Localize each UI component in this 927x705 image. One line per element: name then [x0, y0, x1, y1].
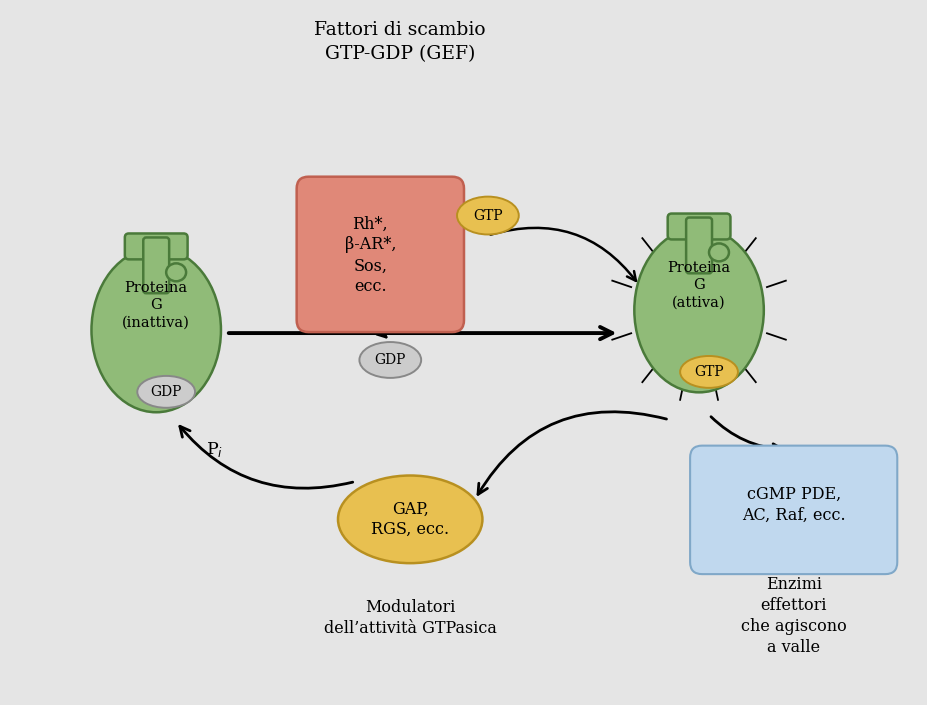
FancyBboxPatch shape [297, 177, 464, 332]
Text: Fattori di scambio
GTP-GDP (GEF): Fattori di scambio GTP-GDP (GEF) [314, 21, 486, 63]
Ellipse shape [680, 356, 738, 388]
Text: Proteina
G
(inattiva): Proteina G (inattiva) [122, 281, 190, 329]
FancyBboxPatch shape [667, 214, 730, 240]
Ellipse shape [634, 228, 764, 393]
FancyBboxPatch shape [686, 218, 712, 274]
Text: cGMP PDE,
AC, Raf, ecc.: cGMP PDE, AC, Raf, ecc. [742, 486, 845, 523]
Text: P$_i$: P$_i$ [206, 440, 223, 459]
Text: Proteina
G
(attiva): Proteina G (attiva) [667, 261, 730, 309]
Text: GAP,
RGS, ecc.: GAP, RGS, ecc. [371, 501, 450, 539]
FancyBboxPatch shape [125, 233, 187, 259]
Ellipse shape [338, 475, 482, 563]
Ellipse shape [709, 243, 729, 262]
Ellipse shape [457, 197, 519, 235]
Ellipse shape [137, 376, 195, 407]
Text: Enzimi
effettori
che agiscono
a valle: Enzimi effettori che agiscono a valle [741, 576, 846, 656]
Text: GTP: GTP [473, 209, 502, 223]
Text: GTP: GTP [694, 365, 724, 379]
FancyBboxPatch shape [144, 238, 169, 293]
Ellipse shape [360, 342, 421, 378]
Text: Modulatori
dell’attività GTPasica: Modulatori dell’attività GTPasica [324, 599, 497, 637]
Text: GDP: GDP [375, 353, 406, 367]
Text: Rh*,
β-AR*,
Sos,
ecc.: Rh*, β-AR*, Sos, ecc. [345, 216, 396, 295]
Ellipse shape [166, 264, 186, 281]
Ellipse shape [92, 248, 221, 412]
FancyBboxPatch shape [690, 446, 897, 574]
Text: GDP: GDP [150, 385, 182, 399]
